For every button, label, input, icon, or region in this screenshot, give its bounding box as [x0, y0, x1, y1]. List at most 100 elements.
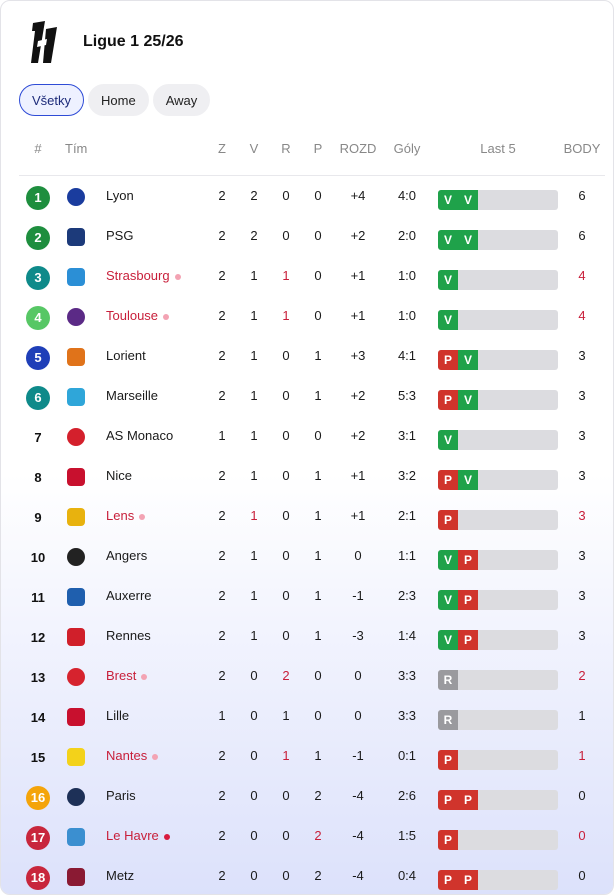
cell-r: 0: [282, 188, 290, 203]
cell-points: 3: [578, 508, 586, 523]
cell-z: 2: [218, 788, 226, 803]
table-row[interactable]: 9 Lens 2 1 0 1 +1 2:1 P 3: [19, 496, 605, 536]
table-row[interactable]: 8 Nice 2 1 0 1 +1 3:2 P V 3: [19, 456, 605, 496]
angers-crest-icon: [67, 548, 85, 566]
team-name[interactable]: PSG: [106, 216, 133, 256]
cell-r: 2: [282, 668, 290, 683]
monaco-crest-icon: [67, 428, 85, 446]
table-row[interactable]: 1 Lyon 2 2 0 0 +4 4:0 V V 6: [19, 176, 605, 216]
cell-p: 0: [314, 708, 322, 723]
rank-badge: 3: [26, 266, 50, 290]
form-result: V: [458, 230, 478, 250]
cell-z: 2: [218, 388, 226, 403]
live-dot-icon: [139, 513, 146, 520]
cell-rozd: -4: [352, 868, 364, 883]
col-r: R: [281, 141, 291, 156]
form-result: V: [458, 350, 478, 370]
form-result: P: [438, 790, 458, 810]
cell-goly: 2:3: [397, 588, 417, 603]
table-row[interactable]: 12 Rennes 2 1 0 1 -3 1:4 V P 3: [19, 616, 605, 656]
team-name[interactable]: Toulouse: [106, 296, 170, 336]
table-row[interactable]: 2 PSG 2 2 0 0 +2 2:0 V V 6: [19, 216, 605, 256]
live-dot-icon: [163, 313, 170, 320]
team-name[interactable]: Strasbourg: [106, 256, 181, 296]
table-row[interactable]: 10 Angers 2 1 0 1 0 1:1 V P 3: [19, 536, 605, 576]
team-name[interactable]: Paris: [106, 776, 136, 816]
cell-z: 2: [218, 348, 226, 363]
team-name[interactable]: Le Havre: [106, 816, 170, 856]
cell-goly: 3:1: [397, 428, 417, 443]
cell-points: 4: [578, 308, 586, 323]
team-name[interactable]: AS Monaco: [106, 416, 173, 456]
table-row[interactable]: 16 Paris 2 0 0 2 -4 2:6 P P 0: [19, 776, 605, 816]
cell-v: 1: [250, 428, 258, 443]
table-row[interactable]: 14 Lille 1 0 1 0 0 3:3 R 1: [19, 696, 605, 736]
col-p: P: [313, 141, 323, 156]
rank-badge: 5: [26, 346, 50, 370]
cell-points: 3: [578, 348, 586, 363]
cell-r: 1: [282, 308, 290, 323]
table-row[interactable]: 7 AS Monaco 1 1 0 0 +2 3:1 V 3: [19, 416, 605, 456]
table-row[interactable]: 3 Strasbourg 2 1 1 0 +1 1:0 V 4: [19, 256, 605, 296]
table-row[interactable]: 11 Auxerre 2 1 0 1 -1 2:3 V P 3: [19, 576, 605, 616]
filter-away[interactable]: Away: [152, 84, 211, 116]
col-v: V: [249, 141, 259, 156]
filter-home[interactable]: Home: [88, 84, 149, 116]
table-row[interactable]: 17 Le Havre 2 0 0 2 -4 1:5 P 0: [19, 816, 605, 856]
cell-points: 3: [578, 428, 586, 443]
cell-points: 2: [578, 668, 586, 683]
filter-all[interactable]: Všetky: [19, 84, 85, 116]
cell-z: 1: [218, 708, 226, 723]
cell-goly: 3:2: [397, 468, 417, 483]
lens-crest-icon: [67, 508, 85, 526]
team-name[interactable]: Nice: [106, 456, 132, 496]
table-row[interactable]: 5 Lorient 2 1 0 1 +3 4:1 P V 3: [19, 336, 605, 376]
cell-v: 0: [250, 788, 258, 803]
form-result: R: [438, 710, 458, 730]
team-name[interactable]: Brest: [106, 656, 148, 696]
form-result: V: [438, 430, 458, 450]
table-row[interactable]: 6 Marseille 2 1 0 1 +2 5:3 P V 3: [19, 376, 605, 416]
cell-z: 2: [218, 588, 226, 603]
table-row[interactable]: 15 Nantes 2 0 1 1 -1 0:1 P 1: [19, 736, 605, 776]
team-name[interactable]: Rennes: [106, 616, 151, 656]
table-row[interactable]: 13 Brest 2 0 2 0 0 3:3 R 2: [19, 656, 605, 696]
cell-goly: 0:4: [397, 868, 417, 883]
team-name[interactable]: Metz: [106, 856, 134, 894]
table-row[interactable]: 4 Toulouse 2 1 1 0 +1 1:0 V 4: [19, 296, 605, 336]
last5-form: V: [438, 270, 558, 290]
cell-goly: 1:0: [397, 308, 417, 323]
cell-rozd: -4: [352, 788, 364, 803]
cell-v: 1: [250, 268, 258, 283]
cell-v: 2: [250, 228, 258, 243]
team-name[interactable]: Lorient: [106, 336, 146, 376]
team-name[interactable]: Lille: [106, 696, 129, 736]
cell-rozd: +2: [350, 428, 366, 443]
cell-r: 0: [282, 348, 290, 363]
league-title: Ligue 1 25/26: [83, 33, 184, 50]
live-dot-icon: [152, 753, 159, 760]
cell-v: 1: [250, 308, 258, 323]
rank-badge: 9: [34, 510, 42, 525]
cell-goly: 1:5: [397, 828, 417, 843]
cell-z: 2: [218, 468, 226, 483]
team-name[interactable]: Nantes: [106, 736, 159, 776]
toulouse-crest-icon: [67, 308, 85, 326]
cell-z: 1: [218, 428, 226, 443]
cell-points: 1: [578, 748, 586, 763]
col-team: Tím: [65, 141, 88, 156]
form-result: R: [438, 670, 458, 690]
rank-badge: 16: [26, 786, 50, 810]
cell-points: 0: [578, 788, 586, 803]
cell-p: 1: [314, 628, 322, 643]
cell-goly: 1:0: [397, 268, 417, 283]
table-row[interactable]: 18 Metz 2 0 0 2 -4 0:4 P P 0: [19, 856, 605, 894]
last5-form: P: [438, 830, 558, 850]
team-name[interactable]: Angers: [106, 536, 147, 576]
team-name[interactable]: Auxerre: [106, 576, 152, 616]
cell-r: 0: [282, 228, 290, 243]
team-name[interactable]: Marseille: [106, 376, 158, 416]
team-name[interactable]: Lens: [106, 496, 146, 536]
ligue1-logo-icon: [31, 21, 57, 63]
team-name[interactable]: Lyon: [106, 176, 134, 216]
